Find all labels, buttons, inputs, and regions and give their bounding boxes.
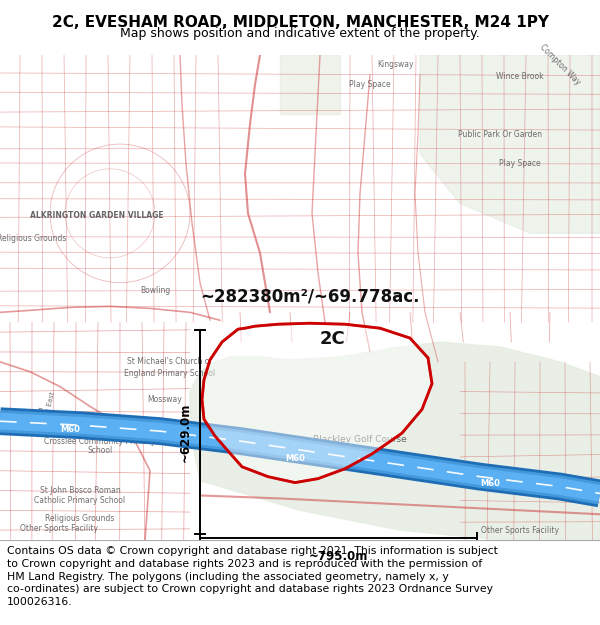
Polygon shape (420, 55, 600, 233)
Text: England Primary School: England Primary School (124, 369, 215, 378)
Text: Religious Grounds: Religious Grounds (0, 234, 67, 242)
Text: Mossway: Mossway (148, 395, 182, 404)
Text: Victoria
Avenue East: Victoria Avenue East (32, 389, 56, 434)
Text: Blackley Golf Course: Blackley Golf Course (313, 434, 407, 444)
Text: St Michael's Church of: St Michael's Church of (127, 357, 212, 366)
Text: Compton Way: Compton Way (538, 43, 582, 87)
Polygon shape (190, 342, 600, 540)
Text: ~629.0m: ~629.0m (179, 402, 192, 462)
Text: Play Space: Play Space (499, 159, 541, 168)
Text: M60: M60 (60, 424, 80, 434)
Text: ~795.0m: ~795.0m (309, 550, 368, 563)
Text: Kingsway: Kingsway (377, 61, 413, 69)
Text: ~282380m²/~69.778ac.: ~282380m²/~69.778ac. (200, 288, 420, 306)
Text: 2C, EVESHAM ROAD, MIDDLETON, MANCHESTER, M24 1PY: 2C, EVESHAM ROAD, MIDDLETON, MANCHESTER,… (52, 16, 548, 31)
Text: Other Sports Facility: Other Sports Facility (481, 526, 559, 534)
Text: St John Bosco Roman: St John Bosco Roman (40, 486, 121, 495)
Text: School: School (88, 446, 113, 456)
Text: Bowling: Bowling (140, 286, 170, 295)
Text: M60: M60 (480, 479, 500, 488)
Text: Crosslee Community Primary: Crosslee Community Primary (44, 436, 155, 446)
Text: Religious Grounds: Religious Grounds (46, 514, 115, 522)
Text: Catholic Primary School: Catholic Primary School (34, 496, 125, 505)
Text: Public Park Or Garden: Public Park Or Garden (458, 129, 542, 139)
Text: M60: M60 (285, 454, 305, 463)
Text: Contains OS data © Crown copyright and database right 2021. This information is : Contains OS data © Crown copyright and d… (7, 546, 498, 607)
Text: 2C: 2C (320, 330, 346, 348)
Text: Map shows position and indicative extent of the property.: Map shows position and indicative extent… (120, 27, 480, 40)
Text: ALKRINGTON GARDEN VILLAGE: ALKRINGTON GARDEN VILLAGE (30, 211, 164, 220)
Text: Play Space: Play Space (349, 80, 391, 89)
Polygon shape (280, 55, 340, 114)
Polygon shape (202, 323, 432, 482)
Text: Other Sports Facility: Other Sports Facility (20, 524, 98, 532)
Text: Wince Brook: Wince Brook (496, 72, 544, 81)
